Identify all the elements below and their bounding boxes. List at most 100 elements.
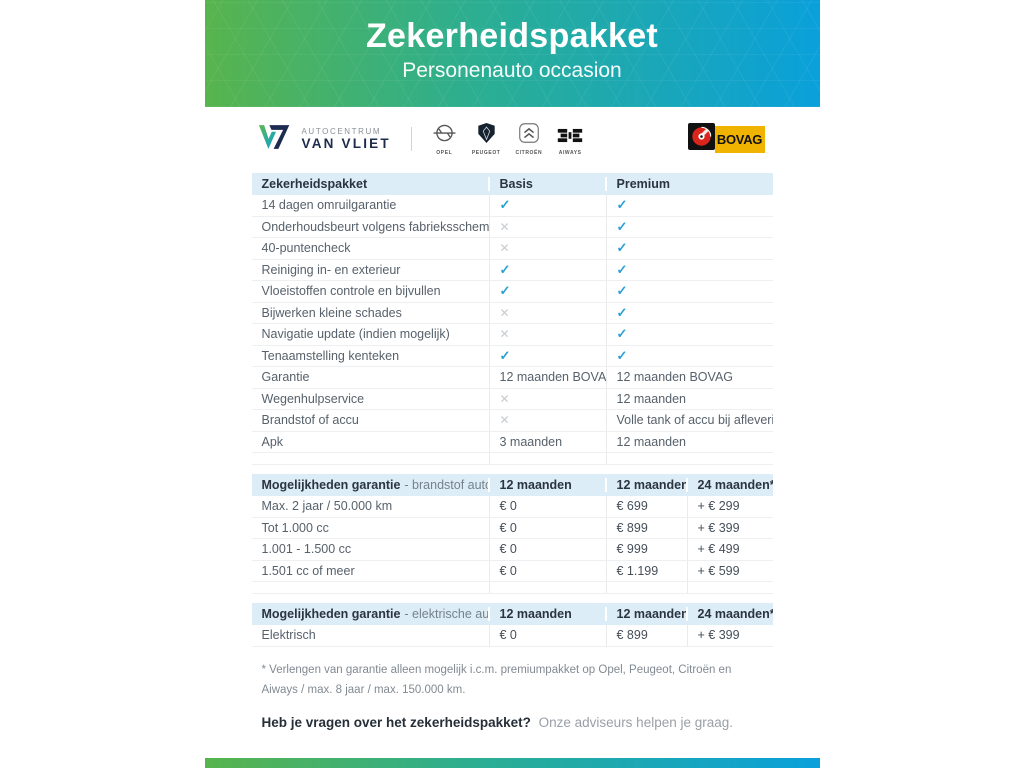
bovag-wheel-icon bbox=[687, 123, 715, 155]
row-label-cell: 1.001 - 1.500 cc bbox=[252, 539, 490, 560]
row-value-cell: € 0 bbox=[490, 625, 607, 646]
brand-name: OPEL bbox=[436, 149, 453, 156]
bottom-gradient-bar bbox=[204, 758, 820, 768]
row-value-cell: ✓ bbox=[607, 217, 773, 238]
spacer-cell bbox=[607, 453, 773, 464]
dealer-name: AUTOCENTRUM VAN VLIET bbox=[302, 127, 391, 152]
fuel-table-row: 1.001 - 1.500 cc € 0 € 999 + € 499 bbox=[251, 539, 773, 561]
row-value-cell: 12 maanden BOVAG bbox=[616, 370, 734, 385]
row-value-cell: 12 maanden bbox=[616, 391, 687, 406]
check-icon: ✓ bbox=[499, 261, 511, 277]
row-label-cell: Brandstof of accu bbox=[252, 410, 490, 431]
package-table-row: Garantie 12 maanden BOVAG 12 maanden BOVAG bbox=[251, 367, 773, 389]
column-header: 12 maanden bbox=[490, 607, 607, 621]
row-value-cell: Volle tank of accu bij aflevering bbox=[616, 413, 773, 428]
electric-table-title: Mogelijkheden garantie - elektrische aut… bbox=[252, 607, 490, 621]
check-icon: ✓ bbox=[616, 283, 628, 299]
footnote: * Verlengen van garantie alleen mogelijk… bbox=[261, 663, 732, 696]
check-icon: ✓ bbox=[616, 197, 628, 213]
package-table-row: Wegenhulpservice ✕ 12 maanden bbox=[251, 388, 773, 410]
row-value-cell: € 0 bbox=[490, 517, 607, 538]
row-label-cell: 40-puntencheck bbox=[252, 238, 490, 259]
fuel-table-body: Max. 2 jaar / 50.000 km € 0 € 699 + € 299 To… bbox=[251, 496, 773, 582]
row-label-cell: Navigatie update (indien mogelijk) bbox=[252, 324, 490, 345]
row-label-cell: Elektrisch bbox=[252, 625, 490, 646]
row-value-cell: + € 399 bbox=[697, 628, 740, 643]
row-value-cell: ✓ bbox=[607, 195, 773, 216]
row-label-cell: Garantie bbox=[252, 367, 490, 388]
row-value-cell: € 0 bbox=[490, 496, 607, 517]
check-icon: ✓ bbox=[616, 347, 628, 363]
logo-row: AUTOCENTRUM VAN VLIET OPEL bbox=[205, 117, 820, 161]
column-header: 12 maanden bbox=[490, 478, 607, 492]
fuel-table-title-rest: - brandstof auto bbox=[404, 478, 490, 492]
bovag-wordmark: BOVAG bbox=[714, 125, 765, 153]
cross-icon: ✕ bbox=[499, 241, 510, 256]
package-table-body: 14 dagen omruilgarantie ✓ ✓ Onderhoudsbeurt… bbox=[251, 195, 773, 453]
spacer-cell bbox=[490, 453, 607, 464]
row-value-cell: ✓ bbox=[607, 324, 773, 345]
brand-name: AIWAYS bbox=[558, 149, 582, 156]
row-value-cell: ✓ bbox=[607, 281, 773, 302]
brand-logos: OPEL PEUGEOT CITROËN bbox=[432, 122, 583, 156]
fuel-table-header: Mogelijkheden garantie - brandstof auto … bbox=[251, 474, 773, 496]
check-icon: ✓ bbox=[616, 304, 628, 320]
row-label-cell: 1.501 cc of meer bbox=[252, 560, 490, 581]
row-value-cell: ✓ bbox=[490, 259, 607, 280]
check-icon: ✓ bbox=[499, 283, 511, 299]
check-icon: ✓ bbox=[616, 326, 628, 342]
fuel-table-row: Max. 2 jaar / 50.000 km € 0 € 699 + € 299 bbox=[251, 496, 773, 518]
column-header: Premium bbox=[616, 177, 671, 191]
row-value-cell: € 899 bbox=[607, 517, 688, 538]
electric-table-title-bold: Mogelijkheden garantie bbox=[261, 607, 401, 621]
package-table-row: Reiniging in- en exterieur ✓ ✓ bbox=[251, 259, 773, 281]
brand-peugeot: PEUGEOT bbox=[472, 122, 501, 156]
closing-question-rest: Onze adviseurs helpen je graag. bbox=[538, 714, 734, 730]
cross-icon: ✕ bbox=[499, 391, 510, 406]
fuel-table-title-bold: Mogelijkheden garantie bbox=[261, 478, 401, 492]
package-table-row: Brandstof of accu ✕ Volle tank of accu bij… bbox=[251, 410, 773, 432]
row-value-cell: ✕ bbox=[490, 388, 607, 409]
cross-icon: ✕ bbox=[499, 413, 510, 428]
fuel-table-row: 1.501 cc of meer € 0 € 1.199 + € 599 bbox=[251, 560, 773, 582]
fuel-table-title: Mogelijkheden garantie - brandstof auto bbox=[252, 478, 490, 492]
row-value-cell: ✓ bbox=[607, 260, 773, 281]
column-header: Zekerheidspakket bbox=[252, 177, 490, 191]
brand-citroen: CITROËN bbox=[515, 122, 542, 156]
row-label-cell: Onderhoudsbeurt volgens fabrieksschema bbox=[252, 216, 490, 237]
package-table-row: Onderhoudsbeurt volgens fabrieksschema ✕ ✓ bbox=[251, 216, 773, 238]
closing-question-bold: Heb je vragen over het zekerheidspakket? bbox=[261, 714, 531, 730]
spacer-cell bbox=[490, 582, 607, 593]
row-label-cell: Wegenhulpservice bbox=[252, 388, 490, 409]
electric-table-body: Elektrisch € 0 € 899 + € 399 bbox=[251, 625, 773, 647]
row-label-cell: Bijwerken kleine schades bbox=[252, 302, 490, 323]
row-value-cell: 12 maanden BOVAG bbox=[490, 367, 607, 388]
row-value-cell: ✕ bbox=[490, 302, 607, 323]
check-icon: ✓ bbox=[499, 347, 511, 363]
page-title: Zekerheidspakket bbox=[365, 17, 659, 55]
cross-icon: ✕ bbox=[499, 327, 510, 342]
row-value-cell: ✓ bbox=[607, 303, 773, 324]
column-header: 24 maanden* bbox=[697, 478, 773, 492]
opel-icon bbox=[432, 124, 457, 148]
check-icon: ✓ bbox=[616, 261, 628, 277]
row-value-cell: € 0 bbox=[490, 539, 607, 560]
table-spacer bbox=[251, 453, 773, 465]
row-label-cell: Tenaamstelling kenteken bbox=[252, 345, 490, 366]
van-vliet-v7-icon bbox=[257, 121, 295, 157]
brand-opel: OPEL bbox=[432, 124, 457, 156]
row-value-cell: ✓ bbox=[607, 238, 773, 259]
dealer-logo: AUTOCENTRUM VAN VLIET bbox=[257, 121, 391, 157]
row-value-cell: ✕ bbox=[490, 410, 607, 431]
package-table-row: Vloeistoffen controle en bijvullen ✓ ✓ bbox=[251, 281, 773, 303]
package-table-row: 40-puntencheck ✕ ✓ bbox=[251, 238, 773, 260]
dealer-name-top: AUTOCENTRUM bbox=[301, 126, 382, 136]
spacer-cell bbox=[688, 582, 773, 593]
column-header: Basis bbox=[490, 177, 607, 191]
row-label-cell: Tot 1.000 cc bbox=[252, 517, 490, 538]
tables-section: Zekerheidspakket Basis Premium 14 dagen … bbox=[251, 173, 773, 647]
citroen-icon bbox=[518, 122, 539, 148]
electric-table-header: Mogelijkheden garantie - elektrische aut… bbox=[251, 603, 773, 625]
row-value-cell: € 1.199 bbox=[607, 560, 688, 581]
brand-aiways: AIWAYS bbox=[557, 128, 583, 156]
